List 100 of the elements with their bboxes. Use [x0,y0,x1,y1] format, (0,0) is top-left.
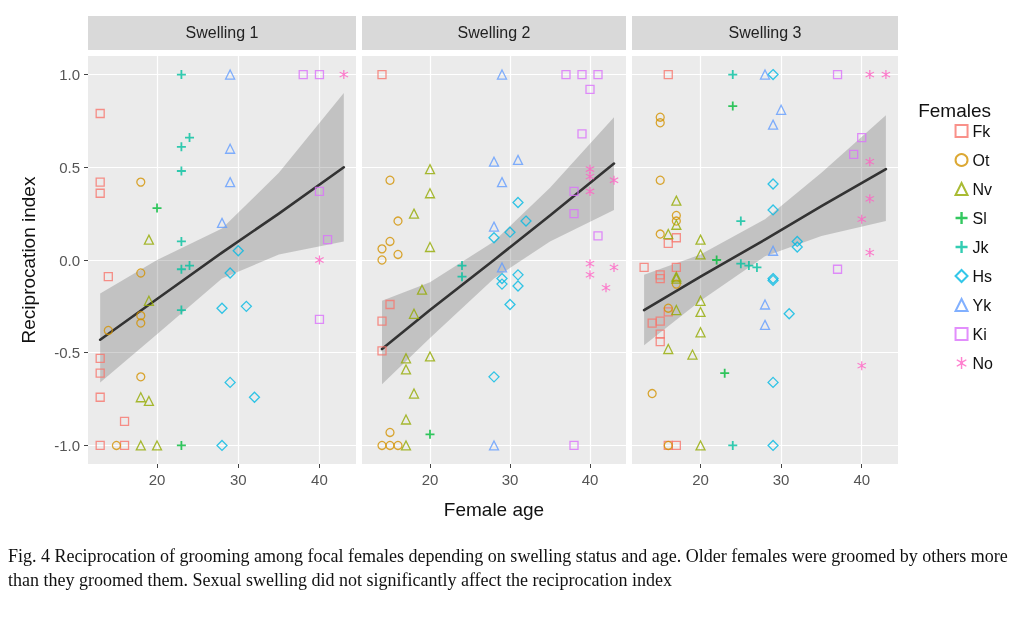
point [136,318,146,328]
point [712,255,722,265]
point [569,440,579,451]
point [585,186,595,196]
point [95,368,105,378]
point [135,392,146,403]
point [865,157,875,167]
point [593,231,603,241]
point [865,194,875,204]
point [759,319,771,331]
point [663,343,674,355]
point [95,177,105,187]
point [655,175,665,185]
point [736,259,746,269]
point [504,226,516,238]
point [119,440,130,451]
y-axis-title: Reciprocation index [18,176,39,344]
point [865,70,875,80]
point [881,70,891,80]
point [496,262,508,273]
legend-label: Sl [972,209,987,227]
point [512,196,524,209]
point [151,440,163,451]
point [655,273,665,284]
point [488,156,500,167]
point [655,329,665,339]
line-series [98,165,346,342]
point [298,69,308,80]
point [695,327,706,338]
point [671,262,681,273]
point [377,244,387,254]
point [783,308,795,320]
caption: Fig. 4 Reciprocation of grooming among focal females depending on swelling status and age. Older females were groomed by others more than they groomed them. Sexual swelling did not significantly affect the reciprocation index [8,545,1009,592]
point [322,234,333,245]
point [663,228,674,240]
point [416,284,428,295]
point [176,264,186,274]
point [224,176,236,188]
point [425,429,435,439]
point [767,119,779,130]
point [224,376,236,389]
point [377,69,387,80]
point [671,279,681,289]
point [767,204,779,216]
legend-title: Females [918,100,991,121]
point [103,272,113,282]
x-tick-label: 30 [772,471,790,488]
point [240,300,253,313]
point [647,388,657,399]
point [775,104,787,115]
point [609,262,619,272]
x-tick-label: 20 [148,471,166,488]
point [655,112,665,122]
point [393,440,403,451]
point [585,259,595,269]
point [95,440,105,451]
legend-label: Jk [972,238,990,256]
point [136,310,146,321]
point [767,178,779,190]
point [671,195,682,206]
point [385,236,395,247]
point [496,176,508,188]
point [95,353,105,363]
point [695,249,706,260]
point [176,166,186,176]
legend-label: Nv [972,180,993,198]
point [103,325,113,336]
legend-label: Yk [972,296,993,314]
point [408,388,420,399]
point [585,164,595,174]
y-tick-label: -1.0 [54,436,80,454]
point [143,395,155,407]
point [385,440,395,451]
point [400,440,412,451]
point [655,118,665,128]
point [143,295,155,306]
point [408,208,420,219]
x-tick-label: 40 [853,471,871,488]
point [720,368,730,378]
point [767,439,779,452]
point [136,177,146,187]
point [655,316,665,326]
point [759,299,771,310]
point [152,203,162,213]
point [176,305,186,315]
point [95,108,105,119]
point [561,69,571,80]
y-tick-label: 1.0 [59,66,80,84]
y-tick-label: 0.5 [59,158,80,176]
point [377,346,387,356]
point [393,249,403,260]
point [339,70,349,80]
point [759,69,771,80]
y-tick-label: -0.5 [54,344,80,362]
y-tick-label: 0.0 [59,251,80,269]
x-tick-label: 40 [581,471,599,488]
point [585,270,595,280]
point [504,298,516,311]
point [767,68,779,81]
legend-label: Ki [972,325,987,343]
